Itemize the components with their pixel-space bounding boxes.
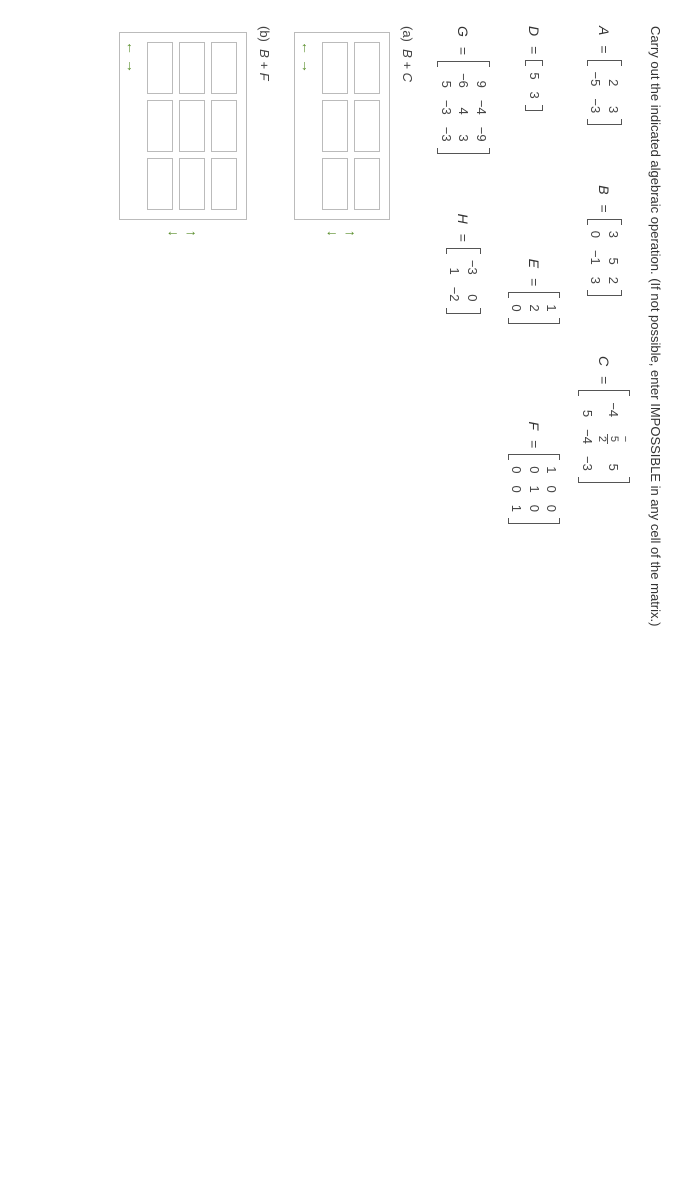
equals: =	[596, 45, 612, 53]
equals: =	[456, 234, 472, 242]
remove-col-icon[interactable]: ←	[299, 41, 315, 55]
equals: =	[596, 205, 612, 213]
cell-b-0-1[interactable]	[211, 100, 237, 152]
cell-a-0-2[interactable]	[354, 158, 380, 210]
matrix-H: H = −30 1−2	[446, 214, 481, 314]
cell-b-1-1[interactable]	[179, 100, 205, 152]
equals: =	[526, 440, 542, 448]
cell-b-1-0[interactable]	[179, 42, 205, 94]
matrix-E: E = 1 2 0	[508, 259, 561, 324]
matrix-A: A = 23 −5−3	[587, 26, 622, 125]
part-b-label: (b) B + F	[257, 26, 272, 1174]
add-row-icon[interactable]: ↓	[166, 230, 182, 237]
cell-b-0-2[interactable]	[211, 158, 237, 210]
matrix-F: F = 100 010 001	[508, 422, 561, 524]
matrix-B-label: B	[596, 185, 612, 194]
instruction-text: Carry out the indicated algebraic operat…	[648, 26, 663, 1174]
cell-b-0-0[interactable]	[211, 42, 237, 94]
matrix-row-2: D = 53 E = 1 2 0 F = 100 010 001	[508, 26, 561, 1174]
cell-a-1-0[interactable]	[322, 42, 348, 94]
add-col-icon[interactable]: →	[124, 59, 140, 73]
remove-row-icon[interactable]: ↑	[343, 230, 359, 237]
matrix-C-label: C	[596, 356, 612, 366]
matrix-D: D = 53	[525, 26, 543, 111]
cell-b-2-2[interactable]	[147, 158, 173, 210]
matrix-D-label: D	[526, 26, 542, 36]
cell-b-2-1[interactable]	[147, 100, 173, 152]
cell-a-0-1[interactable]	[354, 100, 380, 152]
matrix-F-label: F	[526, 422, 542, 431]
matrix-row-3: G = 9−4−9 −643 5−3−3 H = −30 1−2	[437, 26, 490, 1174]
remove-row-icon[interactable]: ↑	[184, 230, 200, 237]
matrix-G-label: G	[456, 26, 472, 37]
add-row-icon[interactable]: ↓	[325, 230, 341, 237]
matrix-B: B = 352 0−13	[587, 185, 622, 296]
cell-b-1-2[interactable]	[179, 158, 205, 210]
equals: =	[456, 47, 472, 55]
matrix-row-1: A = 23 −5−3 B = 352 0−13 C = −4 −52	[578, 26, 630, 1174]
equals: =	[596, 376, 612, 384]
cell-a-1-1[interactable]	[322, 100, 348, 152]
cell-a-1-2[interactable]	[322, 158, 348, 210]
matrix-G: G = 9−4−9 −643 5−3−3	[437, 26, 490, 154]
remove-col-icon[interactable]: ←	[124, 41, 140, 55]
matrix-H-label: H	[456, 214, 472, 224]
cell-b-2-0[interactable]	[147, 42, 173, 94]
matrix-E-label: E	[526, 259, 542, 268]
part-a-label: (a) B + C	[400, 26, 415, 1174]
answer-grid-a: ← →	[294, 32, 390, 220]
equals: =	[526, 278, 542, 286]
matrix-A-label: A	[596, 26, 612, 35]
answer-grid-b: ← →	[119, 32, 247, 220]
equals: =	[526, 46, 542, 54]
add-col-icon[interactable]: →	[299, 59, 315, 73]
fraction-neg-5-2: −52	[596, 434, 630, 444]
matrix-C: C = −4 −52 5 5−4−3	[578, 356, 630, 483]
cell-a-0-0[interactable]	[354, 42, 380, 94]
